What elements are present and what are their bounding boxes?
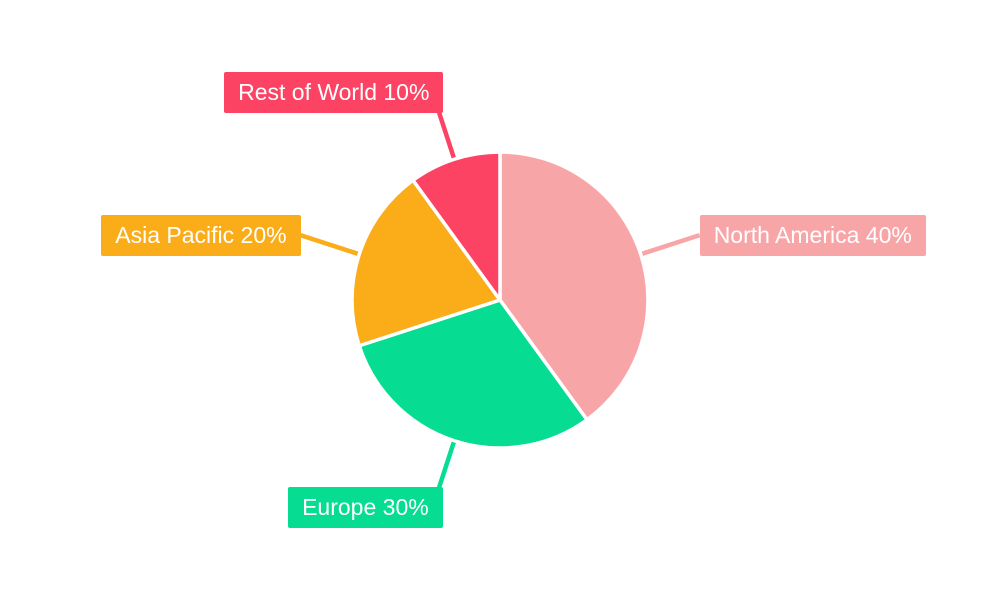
pie-slice-asia-pacific[interactable] [350, 178, 502, 348]
pie-label-rest-of-world: Rest of World 10% [224, 71, 444, 113]
leader-line-asia-pacific [299, 232, 363, 258]
pie-slice-rest-of-world[interactable] [411, 150, 502, 302]
pie-slice-north-america[interactable] [498, 150, 650, 422]
pie-slice-europe[interactable] [357, 298, 589, 450]
leader-line-rest-of-world [436, 111, 458, 163]
leader-line-europe [436, 437, 458, 489]
pie-label-europe: Europe 30% [288, 487, 443, 529]
leader-line-north-america [637, 232, 701, 258]
pie-label-asia-pacific: Asia Pacific 20% [101, 214, 301, 256]
pie-label-north-america: North America 40% [699, 214, 926, 256]
